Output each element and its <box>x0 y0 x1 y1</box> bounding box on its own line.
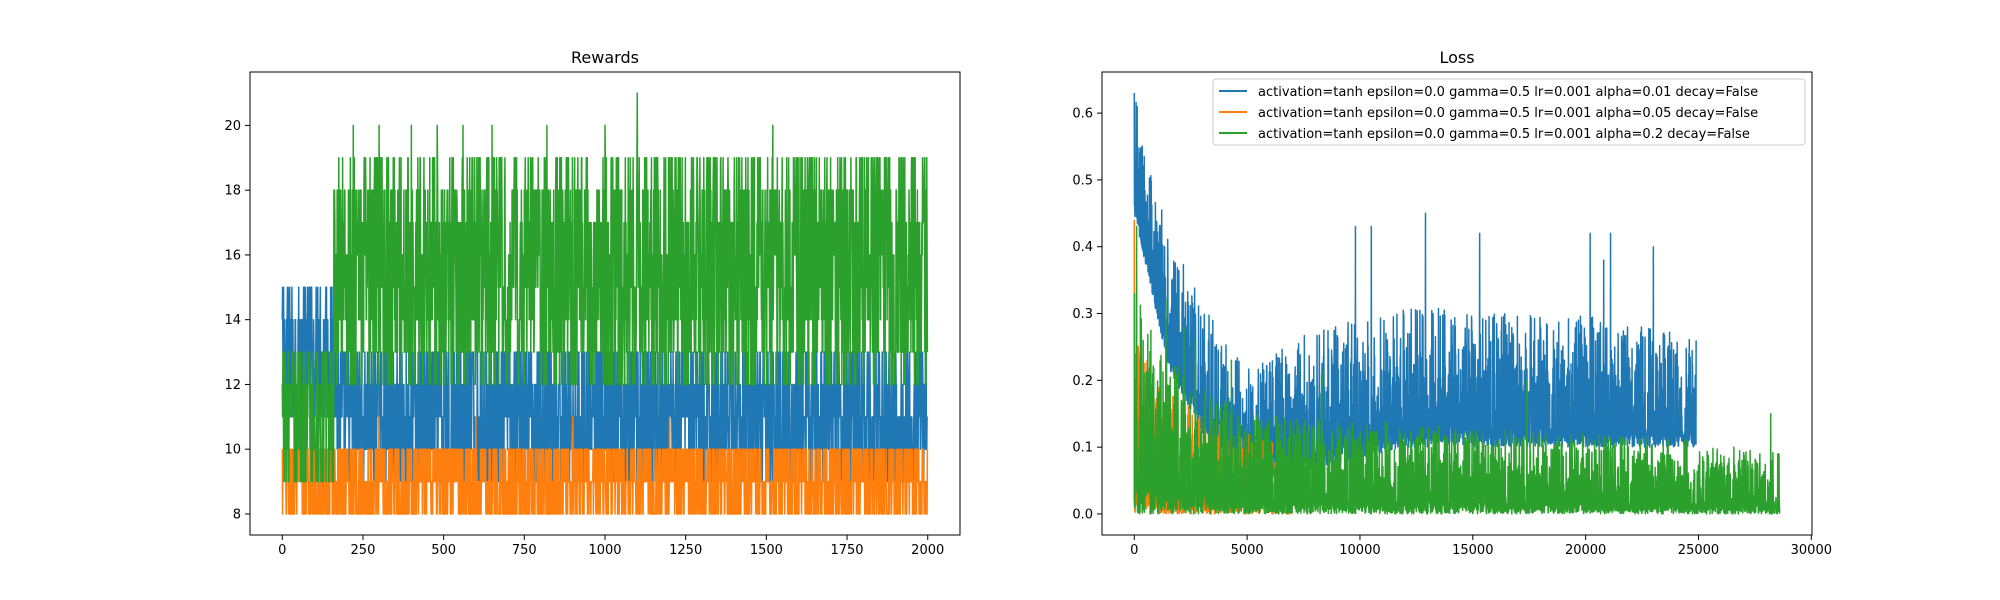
loss-ticks-layer: 0 5000 10000 15000 20000 25000 30000 0.0 0.1 0.2 0… <box>1072 107 1832 558</box>
loss-x-tick-label: 30000 <box>1791 543 1832 558</box>
rewards-x-tick-label: 1250 <box>669 543 702 558</box>
rewards-series-layer <box>281 92 929 515</box>
rewards-y-tick-label: 10 <box>224 443 241 458</box>
rewards-x-tick-label: 2000 <box>911 543 944 558</box>
loss-title: Loss <box>1439 48 1474 67</box>
loss-plot-frame <box>1101 71 1813 536</box>
loss-y-tick-label: 0.6 <box>1072 107 1093 122</box>
loss-x-tick-label: 0 <box>1130 543 1138 558</box>
loss-y-tick-label: 0.2 <box>1072 374 1093 389</box>
legend-label-alpha-0.05: activation=tanh epsilon=0.0 gamma=0.5 lr… <box>1258 106 1758 121</box>
legend-label-alpha-0.01: activation=tanh epsilon=0.0 gamma=0.5 lr… <box>1258 85 1758 100</box>
rewards-y-tick-label: 16 <box>224 248 241 263</box>
loss-x-tick-label: 10000 <box>1339 543 1380 558</box>
rewards-x-tick-label: 750 <box>512 543 537 558</box>
rewards-y-tick-label: 18 <box>224 184 241 199</box>
rewards-series-line-1 <box>281 416 929 515</box>
loss-x-tick-label: 25000 <box>1678 543 1719 558</box>
loss-y-tick-label: 0.4 <box>1072 240 1093 255</box>
loss-legend: activation=tanh epsilon=0.0 gamma=0.5 lr… <box>1212 78 1806 146</box>
legend-label-alpha-0.2: activation=tanh epsilon=0.0 gamma=0.5 lr… <box>1258 127 1750 142</box>
loss-y-tick-label: 0.0 <box>1072 507 1093 522</box>
rewards-y-tick-label: 20 <box>224 119 241 134</box>
loss-series-layer <box>1133 93 1781 515</box>
rewards-x-tick-label: 1750 <box>830 543 863 558</box>
rewards-plot-frame <box>249 71 961 536</box>
rewards-x-tick-label: 0 <box>278 543 286 558</box>
rewards-y-tick-label: 14 <box>224 313 241 328</box>
rewards-title: Rewards <box>571 48 639 67</box>
rewards-panel: Rewards 0 250 500 750 1000 1250 1500 1750 2000 8 1… <box>224 48 961 558</box>
legend-box <box>1212 78 1806 146</box>
rewards-x-tick-label: 1500 <box>750 543 783 558</box>
loss-series-line-2 <box>1133 225 1781 515</box>
rewards-x-tick-label: 500 <box>431 543 456 558</box>
rewards-ticks-layer: 0 250 500 750 1000 1250 1500 1750 2000 8 10 12 14 16 1… <box>224 119 944 558</box>
loss-y-tick-label: 0.5 <box>1072 173 1093 188</box>
loss-y-tick-label: 0.1 <box>1072 441 1093 456</box>
loss-y-tick-label: 0.3 <box>1072 307 1093 322</box>
loss-x-tick-label: 20000 <box>1565 543 1606 558</box>
loss-x-tick-label: 5000 <box>1231 543 1264 558</box>
rewards-x-tick-label: 1000 <box>588 543 621 558</box>
rewards-y-tick-label: 12 <box>224 378 241 393</box>
rewards-series-line-2 <box>281 92 929 483</box>
rewards-x-tick-label: 250 <box>351 543 376 558</box>
loss-panel: Loss 0 5000 10000 15000 20000 25000 30000 0.0 0.… <box>1072 48 1832 558</box>
loss-series-line-0 <box>1133 93 1697 480</box>
rewards-y-tick-label: 8 <box>233 507 241 522</box>
loss-x-tick-label: 15000 <box>1452 543 1493 558</box>
